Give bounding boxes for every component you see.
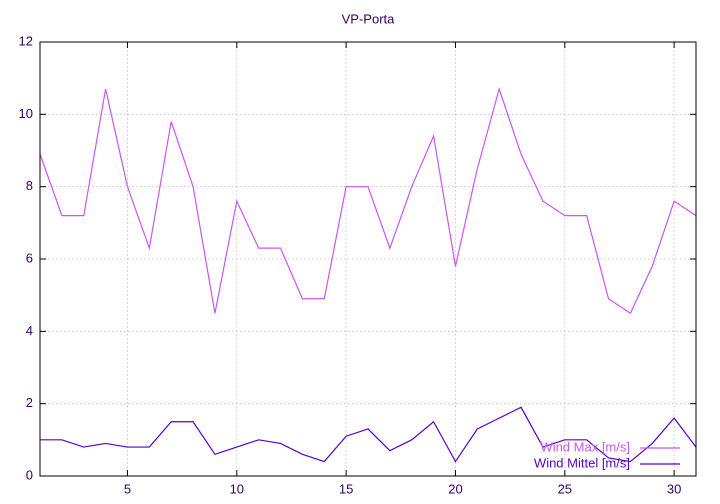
y-tick-label: 4 <box>26 323 33 338</box>
x-tick-label: 20 <box>448 481 462 496</box>
y-tick-label: 12 <box>19 33 33 48</box>
chart-title: VP-Porta <box>342 11 396 26</box>
series-line <box>39 86 697 315</box>
legend-label: Wind Max [m/s] <box>540 439 630 454</box>
x-tick-label: 5 <box>124 481 131 496</box>
x-tick-label: 15 <box>339 481 353 496</box>
y-tick-label: 2 <box>26 395 33 410</box>
plot-frame <box>39 41 697 477</box>
legend-label: Wind Mittel [m/s] <box>534 455 630 470</box>
series-line <box>40 406 697 463</box>
y-tick-label: 10 <box>19 106 33 121</box>
y-tick-label: 8 <box>26 178 33 193</box>
x-tick-label: 30 <box>667 481 681 496</box>
y-tick-label: 0 <box>26 467 33 482</box>
x-tick-label: 10 <box>230 481 244 496</box>
x-tick-label: 25 <box>558 481 572 496</box>
y-tick-label: 6 <box>26 250 33 265</box>
